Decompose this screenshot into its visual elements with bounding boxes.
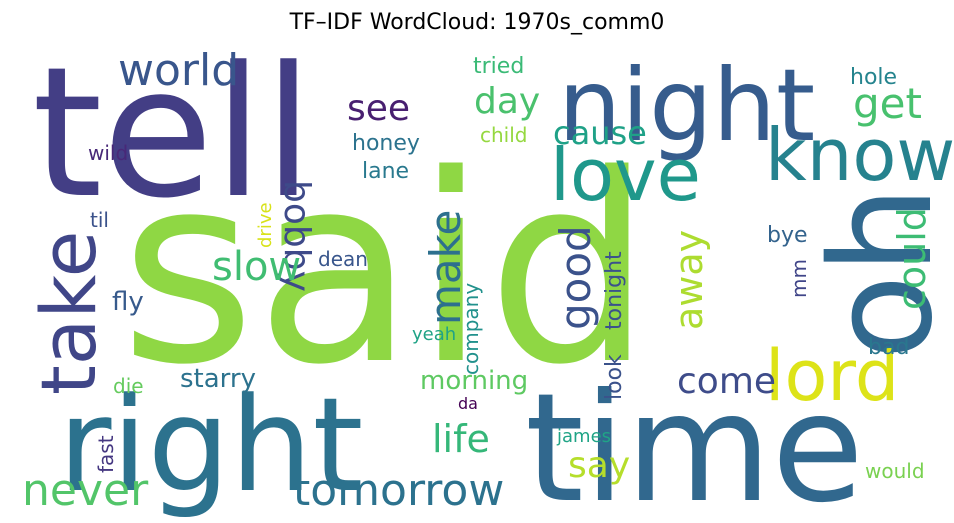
word-morning: morning <box>420 366 528 396</box>
word-starry: starry <box>180 364 256 394</box>
chart-title: TF–IDF WordCloud: 1970s_comm0 <box>289 10 665 35</box>
word-drive: drive <box>255 202 276 248</box>
word-make: make <box>421 210 470 325</box>
word-day: day <box>474 81 540 122</box>
word-tried: tried <box>473 54 524 79</box>
word-yeah: yeah <box>412 324 456 345</box>
word-die: die <box>113 374 144 398</box>
word-time: time <box>525 362 864 523</box>
word-til: til <box>90 208 109 232</box>
word-know: know <box>765 113 954 197</box>
word-bye: bye <box>767 223 808 248</box>
word-dean: dean <box>318 247 368 271</box>
word-good: good <box>551 225 600 330</box>
word-away: away <box>667 230 711 330</box>
word-tomorrow: tomorrow <box>293 465 504 516</box>
word-cause: cause <box>553 114 647 152</box>
word-tonight: tonight <box>602 251 627 330</box>
word-take: take <box>24 231 113 395</box>
word-love: love <box>550 133 701 217</box>
word-fly: fly <box>112 287 144 317</box>
word-life: life <box>432 417 490 461</box>
word-mm: mm <box>787 259 811 298</box>
word-da: da <box>458 394 478 413</box>
word-could: could <box>890 207 934 310</box>
word-bobby: bobby <box>276 180 317 292</box>
word-fast: fast <box>94 435 118 473</box>
word-come: come <box>677 361 776 402</box>
word-tell: tell <box>32 29 313 238</box>
word-look: look <box>602 354 627 400</box>
word-would: would <box>865 459 925 483</box>
word-oh: oh <box>801 186 954 360</box>
word-lord: lord <box>765 335 899 417</box>
word-hole: hole <box>850 65 897 90</box>
word-right: right <box>58 369 363 521</box>
word-bad: bad <box>868 335 909 360</box>
word-slow: slow <box>212 244 301 290</box>
word-child: child <box>480 123 527 147</box>
word-said: said <box>120 120 652 422</box>
word-wild: wild <box>88 141 128 165</box>
word-world: world <box>118 45 239 96</box>
word-get: get <box>853 79 922 128</box>
word-lane: lane <box>362 159 409 184</box>
word-say: say <box>568 445 630 486</box>
word-james: james <box>556 426 611 447</box>
word-company: company <box>459 283 483 375</box>
word-honey: honey <box>352 131 420 156</box>
word-see: see <box>347 88 410 129</box>
word-never: never <box>22 465 149 516</box>
word-night: night <box>558 47 815 164</box>
